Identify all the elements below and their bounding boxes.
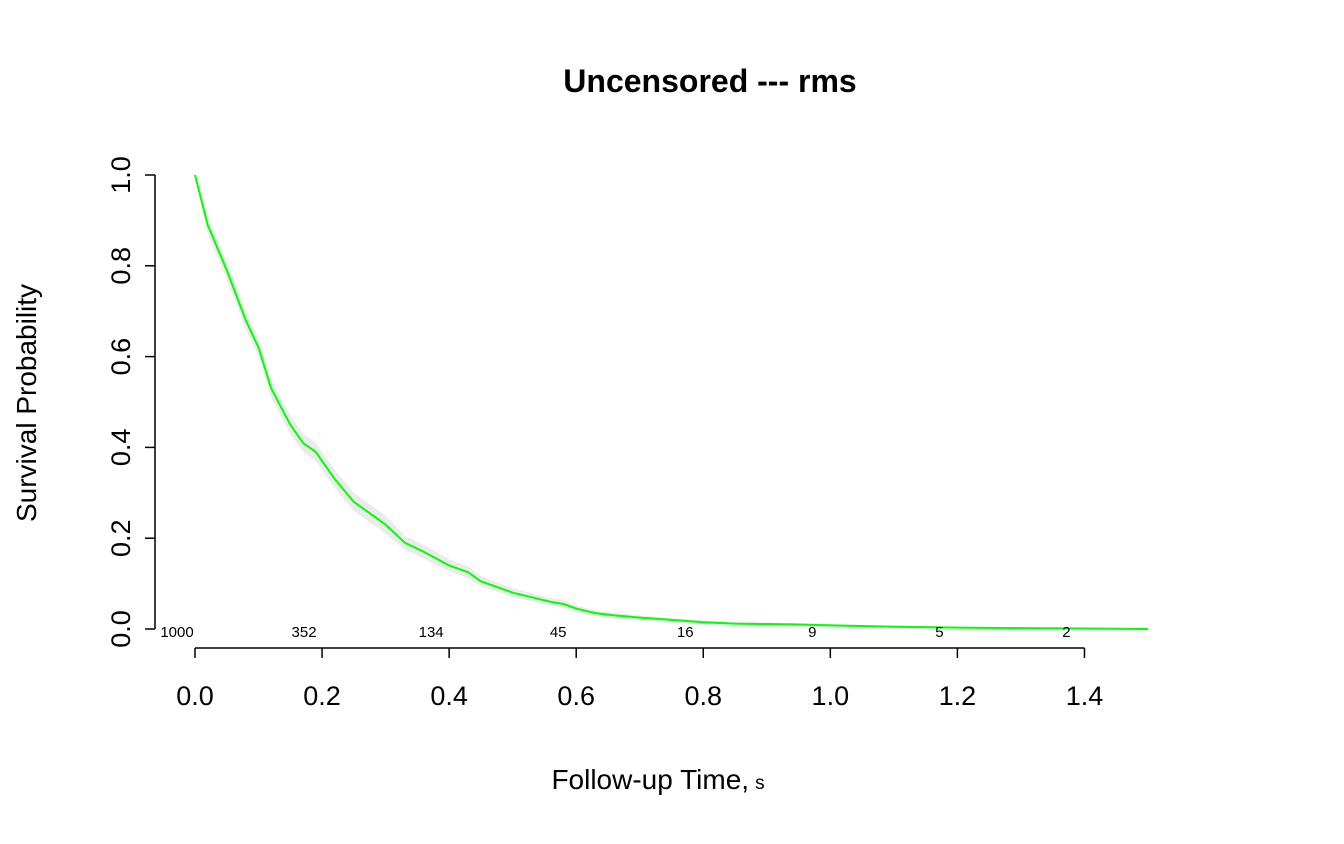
survival-curve [194, 174, 1149, 630]
y-tick-label: 0.0 [106, 610, 136, 648]
risk-count: 352 [292, 624, 317, 641]
x-axis: 0.0 0.2 0.4 0.6 0.8 1.0 1.2 1.4 [176, 647, 1104, 711]
chart-title: Uncensored --- rms [563, 63, 856, 99]
x-tick-label: 1.0 [812, 681, 850, 711]
y-axis: 0.0 0.2 0.4 0.6 0.8 1.0 [106, 156, 156, 648]
risk-count: 16 [677, 624, 694, 641]
x-tick-label: 0.2 [303, 681, 341, 711]
y-tick-label: 0.2 [106, 519, 136, 557]
confidence-band [195, 175, 1148, 629]
confidence-band-layer [195, 175, 1148, 629]
y-tick-label: 0.4 [106, 429, 136, 467]
x-tick-label: 0.8 [684, 681, 722, 711]
x-axis-label: Follow-up Time, s [551, 764, 764, 795]
risk-count: 9 [808, 624, 816, 641]
numbers-at-risk: 1000 352 134 45 16 9 5 2 [160, 624, 1070, 641]
risk-count: 2 [1062, 624, 1070, 641]
risk-count: 1000 [160, 624, 193, 641]
x-tick-label: 1.4 [1066, 681, 1104, 711]
x-axis-label-unit: s [755, 773, 765, 794]
y-tick-label: 0.8 [106, 247, 136, 285]
x-tick-label: 0.0 [176, 681, 214, 711]
risk-count: 45 [550, 624, 567, 641]
x-axis-label-main: Follow-up Time, [551, 764, 749, 795]
curve-layer [194, 174, 1149, 630]
y-tick-label: 1.0 [106, 156, 136, 194]
x-tick-label: 0.6 [557, 681, 595, 711]
risk-count: 134 [419, 624, 444, 641]
y-tick-label: 0.6 [106, 338, 136, 376]
y-axis-label: Survival Probability [11, 284, 42, 522]
x-tick-label: 0.4 [430, 681, 468, 711]
x-tick-label: 1.2 [939, 681, 977, 711]
risk-count: 5 [935, 624, 943, 641]
